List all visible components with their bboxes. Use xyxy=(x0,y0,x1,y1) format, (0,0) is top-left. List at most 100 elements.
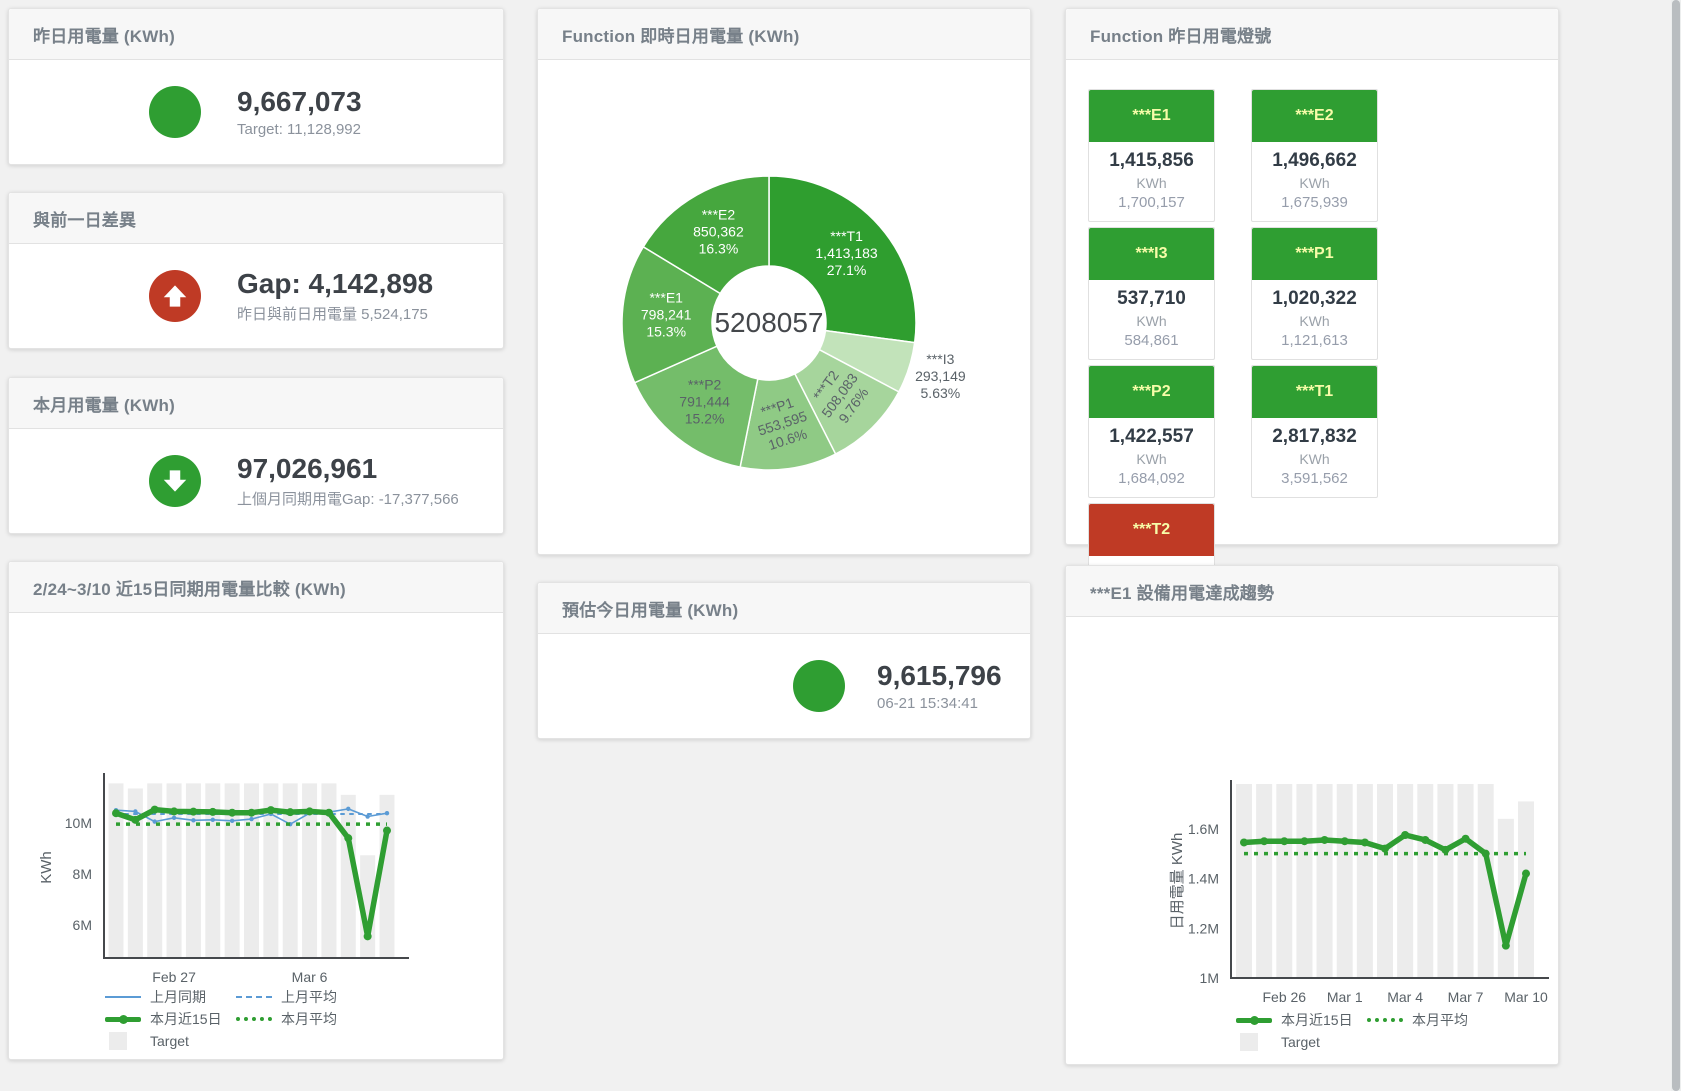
tile-status-header: ***E2 xyxy=(1252,90,1377,142)
legend-label: 上月同期 xyxy=(150,989,206,1005)
light-tile-T1[interactable]: ***T1 2,817,832 KWh 3,591,562 xyxy=(1251,365,1378,498)
arrow-up-icon xyxy=(163,285,187,307)
stat-body: 9,615,796 06-21 15:34:41 xyxy=(538,634,1030,738)
panel-header[interactable]: 2/24~3/10 近15日同期用電量比較 (KWh) xyxy=(9,562,503,613)
donut-slice-label: ***E2 850,362 16.3% xyxy=(693,206,744,256)
tile-status-header: ***P2 xyxy=(1089,366,1214,418)
tile-target-value: 1,675,939 xyxy=(1281,194,1348,211)
panel-title: 本月用電量 (KWh) xyxy=(33,395,175,415)
panel-header[interactable]: 與前一日差異 xyxy=(9,193,503,244)
panel-header[interactable]: Function 即時日用電量 (KWh) xyxy=(538,9,1030,60)
donut-center-total: 5208057 xyxy=(714,307,823,338)
donut-slice-label: ***I3 293,149 5.63% xyxy=(915,351,966,401)
donut-slice-E1[interactable] xyxy=(621,245,722,384)
legend-label: Target xyxy=(1281,1034,1320,1050)
chart-axes xyxy=(1230,780,1549,979)
legend-row: 本月近15日 本月平均 xyxy=(105,1008,367,1030)
x-tick-label: Feb 26 xyxy=(1262,989,1306,1005)
chart-legend: 上月同期 上月平均 本月近15日 本月平均 Target xyxy=(105,986,367,1052)
legend-swatch xyxy=(236,996,272,998)
legend-item-本月平均[interactable]: 本月平均 xyxy=(1367,1010,1498,1030)
arrow-down-icon xyxy=(163,470,187,492)
panel-header[interactable]: Function 昨日用電燈號 xyxy=(1066,9,1558,60)
legend-swatch xyxy=(109,1032,127,1050)
legend-item-Target[interactable]: Target xyxy=(1236,1033,1367,1051)
data-point xyxy=(266,806,275,815)
tile-value: 1,020,322 xyxy=(1272,288,1357,309)
donut-slice-P2[interactable] xyxy=(633,345,759,469)
donut-slice-label: ***E1 798,241 15.3% xyxy=(641,289,692,339)
legend-swatch xyxy=(1236,1015,1272,1025)
tile-body: 1,415,856 KWh 1,700,157 xyxy=(1089,142,1214,221)
y-tick-label: 1.2M xyxy=(1188,920,1219,936)
target-bar xyxy=(1236,784,1252,978)
legend-item-本月平均[interactable]: 本月平均 xyxy=(236,1009,367,1029)
x-tick-label: Mar 6 xyxy=(292,969,328,985)
target-bar xyxy=(263,783,279,958)
panel-title: 預估今日用電量 (KWh) xyxy=(562,600,739,620)
scrollbar-thumb[interactable] xyxy=(1672,0,1680,1091)
vertical-scrollbar[interactable] xyxy=(1671,0,1681,1091)
realtime-usage-donut[interactable]: ***T1 1,413,183 27.1%***I3 293,149 5.63%***T… xyxy=(538,60,1030,554)
light-tile-E2[interactable]: ***E2 1,496,662 KWh 1,675,939 xyxy=(1251,89,1378,222)
light-tile-P2[interactable]: ***P2 1,422,557 KWh 1,684,092 xyxy=(1088,365,1215,498)
donut-slice-E2[interactable] xyxy=(642,175,770,295)
panel-header[interactable]: ***E1 設備用電達成趨勢 xyxy=(1066,566,1558,617)
tile-unit: KWh xyxy=(1299,451,1330,467)
panel-e1-trend: ***E1 設備用電達成趨勢 1M 1.2M 1.4M 1.6M 日用電量 KWh Feb… xyxy=(1065,565,1559,1065)
compare-usage-chart[interactable]: 6M 8M 10M KWh Feb 27 Mar 6 xyxy=(9,717,503,1007)
tile-unit: KWh xyxy=(1299,313,1330,329)
legend-item-Target[interactable]: Target xyxy=(105,1032,236,1050)
data-point xyxy=(247,808,256,817)
data-point xyxy=(150,805,159,814)
light-tile-E1[interactable]: ***E1 1,415,856 KWh 1,700,157 xyxy=(1088,89,1215,222)
data-point xyxy=(131,815,140,824)
light-tile-I3[interactable]: ***I3 537,710 KWh 584,861 xyxy=(1088,227,1215,360)
target-bar xyxy=(108,783,124,958)
data-point xyxy=(1280,837,1289,846)
legend-item-上月平均[interactable]: 上月平均 xyxy=(236,987,367,1007)
legend-item-本月近15日[interactable]: 本月近15日 xyxy=(105,1009,236,1029)
target-bar xyxy=(1397,784,1414,978)
data-point xyxy=(112,809,120,818)
data-point xyxy=(363,932,372,941)
tile-value: 537,710 xyxy=(1117,288,1186,309)
panel-header[interactable]: 昨日用電量 (KWh) xyxy=(9,9,503,60)
target-bar xyxy=(1256,784,1273,978)
target-bar xyxy=(205,783,221,958)
tile-target-value: 584,861 xyxy=(1124,332,1179,349)
y-axis-title: 日用電量 KWh xyxy=(1169,833,1186,930)
panel-header[interactable]: 本月用電量 (KWh) xyxy=(9,378,503,429)
stat-value: 9,667,073 xyxy=(237,85,362,117)
panel-yesterday-usage: 昨日用電量 (KWh) 9,667,073 Target: 11,128,992 xyxy=(8,8,504,165)
x-tick-label: Feb 27 xyxy=(152,969,196,985)
data-point xyxy=(189,807,198,816)
stat-subtitle: 06-21 15:34:41 xyxy=(877,695,978,713)
legend-row: 上月同期 上月平均 xyxy=(105,986,367,1008)
panel-day-gap: 與前一日差異 Gap: 4,142,898 昨日與前日用電量 5,524,175 xyxy=(8,192,504,349)
status-circle-green xyxy=(149,86,201,138)
tile-target-value: 1,121,613 xyxy=(1281,332,1348,349)
legend-item-本月近15日[interactable]: 本月近15日 xyxy=(1236,1010,1367,1030)
target-bar xyxy=(1316,784,1333,978)
donut-slice-label: ***T1 1,413,183 27.1% xyxy=(815,228,877,278)
light-tile-P1[interactable]: ***P1 1,020,322 KWh 1,121,613 xyxy=(1251,227,1378,360)
tile-status-header: ***E1 xyxy=(1089,90,1214,142)
panel-month-usage: 本月用電量 (KWh) 97,026,961 上個月同期用電Gap: -17,3… xyxy=(8,377,504,534)
y-tick-label: 1.4M xyxy=(1188,871,1219,887)
data-point xyxy=(191,818,196,823)
data-point xyxy=(1381,844,1389,853)
x-tick-label: Mar 7 xyxy=(1448,989,1484,1005)
data-point xyxy=(1522,869,1530,878)
data-point xyxy=(1461,834,1470,843)
y-axis-title: KWh xyxy=(38,851,55,884)
panel-header[interactable]: 預估今日用電量 (KWh) xyxy=(538,583,1030,634)
donut-slice-T1[interactable] xyxy=(768,175,917,344)
legend-item-上月同期[interactable]: 上月同期 xyxy=(105,987,236,1007)
target-bar xyxy=(166,783,182,958)
legend-row: Target xyxy=(105,1030,367,1052)
legend-swatch xyxy=(1367,1018,1403,1022)
legend-row: 本月近15日 本月平均 xyxy=(1236,1009,1498,1031)
tile-unit: KWh xyxy=(1299,175,1330,191)
